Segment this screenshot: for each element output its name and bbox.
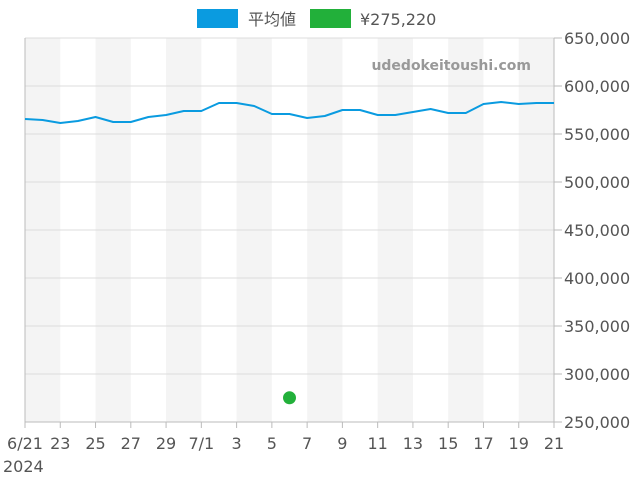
y-tick-label: 300,000 (564, 365, 630, 384)
current-price-point[interactable] (283, 391, 296, 405)
current-price-marker[interactable] (283, 391, 296, 405)
x-axis-year-label: 2024 (3, 457, 44, 476)
x-tick-label: 23 (50, 434, 70, 453)
legend-item-current-price[interactable]: ¥275,220 (310, 9, 436, 29)
y-tick-label: 550,000 (564, 125, 630, 144)
legend-swatch-average (197, 9, 238, 28)
y-tick-label: 650,000 (564, 29, 630, 48)
x-tick-label: 19 (509, 434, 529, 453)
x-tick-label: 7 (302, 434, 312, 453)
y-tick-label: 350,000 (564, 317, 630, 336)
x-tick-label: 25 (85, 434, 105, 453)
legend-label-current-price: ¥275,220 (360, 10, 436, 29)
x-tick-label: 17 (473, 434, 493, 453)
y-tick-label: 400,000 (564, 269, 630, 288)
y-tick-label: 250,000 (564, 413, 630, 432)
y-tick-label: 600,000 (564, 77, 630, 96)
x-tick-label: 21 (544, 434, 564, 453)
x-tick-label: 11 (367, 434, 387, 453)
x-tick-label: 29 (156, 434, 176, 453)
x-tick-label: 7/1 (188, 434, 214, 453)
average-price-line (24, 101, 554, 124)
x-tick-label: 3 (232, 434, 242, 453)
legend: 平均値 ¥275,220 (197, 9, 436, 29)
watermark: udedokeitoushi.com (371, 58, 531, 74)
x-tick-label: 15 (438, 434, 458, 453)
y-tick-label: 500,000 (564, 173, 630, 192)
y-tick-label: 450,000 (564, 221, 630, 240)
x-axis-labels: 6/21 23 25 27 29 7/1 3 5 7 9 11 13 15 17 19 21 (7, 434, 564, 453)
x-tick-label: 9 (337, 434, 347, 453)
chart-axes (24, 37, 562, 428)
legend-item-average[interactable]: 平均値 (197, 9, 296, 29)
legend-label-average: 平均値 (248, 10, 296, 29)
x-tick-label: 6/21 (7, 434, 43, 453)
x-tick-label: 27 (121, 434, 141, 453)
legend-swatch-current-price (310, 9, 351, 28)
y-axis-labels: 650,000 600,000 550,000 500,000 450,000 400,0… (564, 29, 630, 432)
x-tick-label: 5 (267, 434, 277, 453)
x-tick-label: 13 (403, 434, 423, 453)
